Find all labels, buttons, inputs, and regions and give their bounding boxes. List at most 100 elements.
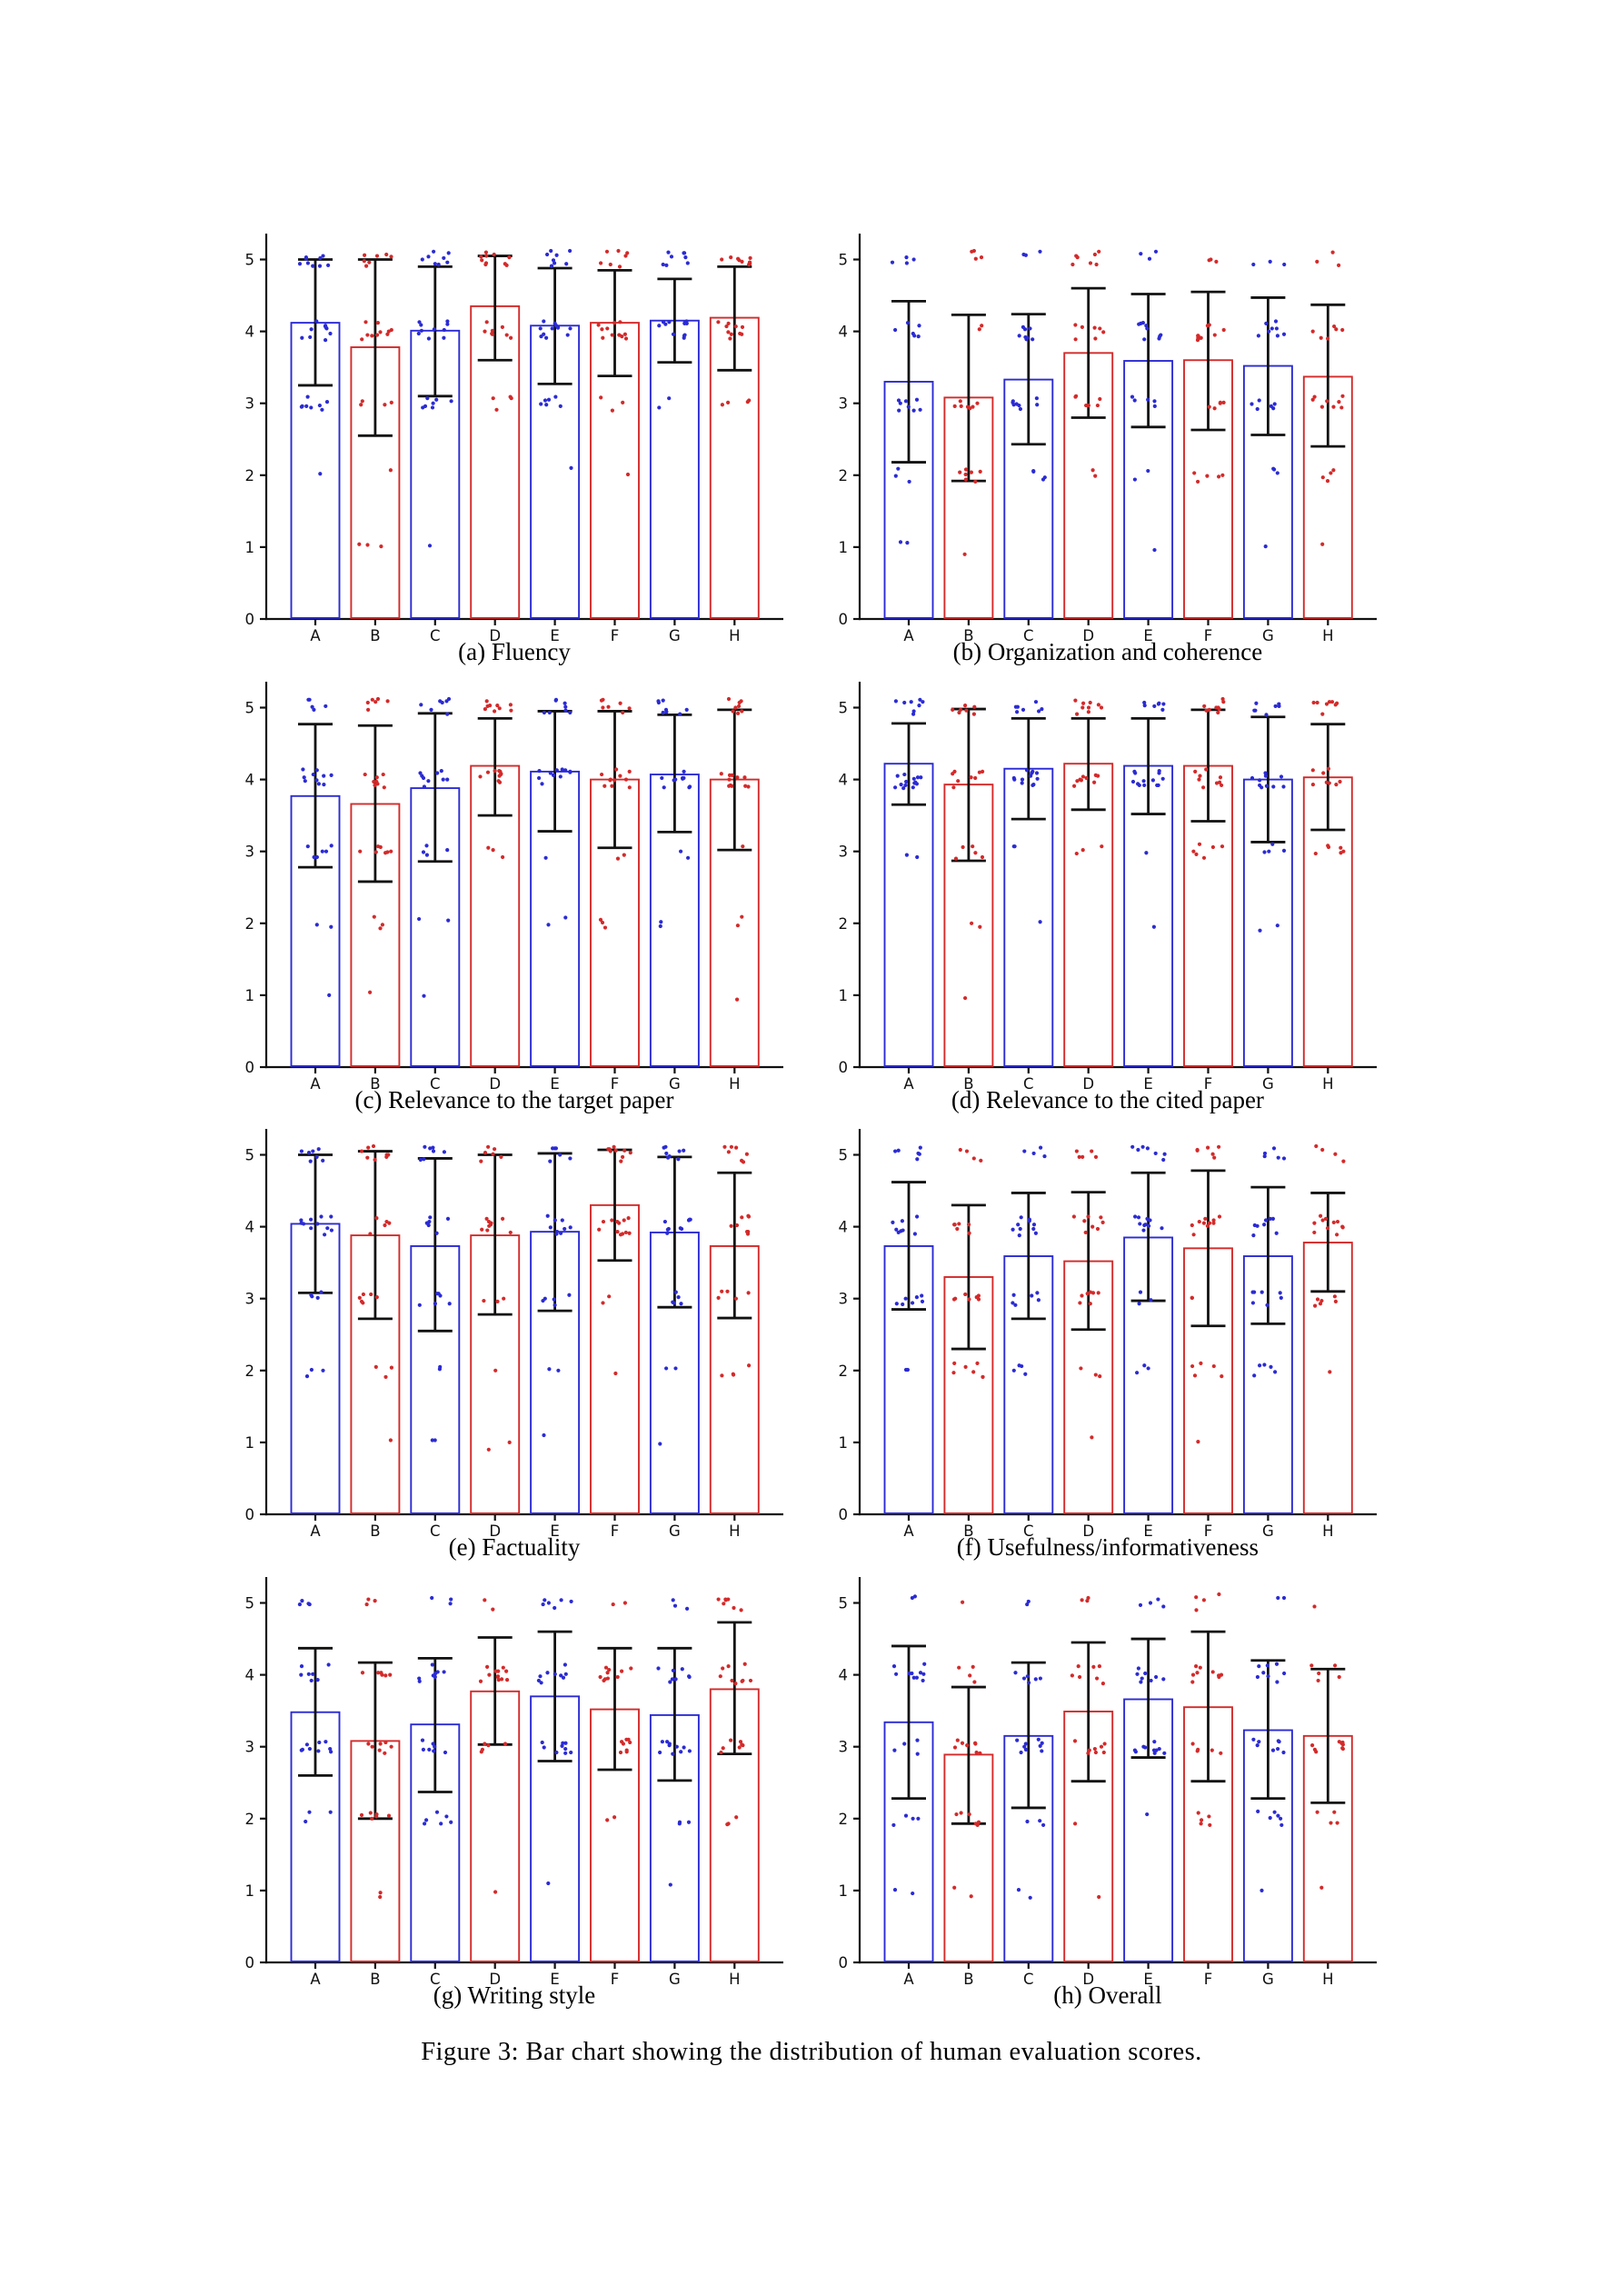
data-point	[1034, 396, 1039, 401]
data-point	[1190, 1742, 1195, 1746]
data-point	[1335, 1821, 1339, 1825]
data-point	[1325, 479, 1329, 484]
x-tick-label: B	[963, 1075, 973, 1093]
data-point	[1096, 1291, 1100, 1295]
data-point	[610, 333, 614, 337]
data-point	[428, 1146, 433, 1151]
data-point	[1139, 252, 1143, 256]
y-tick-label: 5	[838, 1147, 848, 1164]
data-point	[920, 1300, 924, 1304]
data-point	[722, 1144, 727, 1150]
data-point	[1146, 1224, 1151, 1229]
data-point	[539, 1680, 543, 1685]
data-point	[733, 705, 738, 710]
data-point	[500, 325, 504, 330]
data-point	[909, 699, 913, 704]
x-tick-label: A	[903, 1522, 914, 1540]
data-point	[623, 1231, 628, 1235]
data-point	[911, 1675, 916, 1680]
data-point	[951, 1223, 957, 1227]
data-point	[1142, 703, 1147, 708]
data-point	[318, 256, 323, 261]
data-point	[905, 541, 910, 545]
data-point	[360, 1670, 365, 1675]
data-point	[366, 1597, 371, 1602]
data-point	[679, 849, 683, 854]
data-point	[613, 1372, 618, 1376]
x-tick-label: F	[611, 1075, 620, 1093]
data-point	[541, 1299, 545, 1303]
data-point	[419, 323, 423, 327]
data-point	[1079, 778, 1083, 783]
x-tick-label: C	[430, 1522, 441, 1540]
data-point	[1331, 1221, 1336, 1225]
data-point	[545, 1213, 550, 1219]
data-point	[548, 771, 553, 775]
data-point	[445, 1217, 451, 1222]
data-point	[1036, 1737, 1041, 1742]
data-point	[686, 855, 691, 860]
data-point	[620, 1232, 625, 1236]
data-point	[1316, 1678, 1320, 1682]
data-point	[1096, 1894, 1101, 1899]
data-point	[1252, 1223, 1257, 1228]
data-point	[674, 1744, 679, 1749]
data-point	[1270, 466, 1276, 472]
data-point	[324, 1739, 328, 1744]
data-point	[677, 1820, 682, 1824]
data-point	[1141, 337, 1147, 342]
data-point	[553, 698, 558, 703]
data-point	[552, 1297, 556, 1302]
data-point	[615, 856, 621, 861]
data-point	[543, 855, 548, 860]
data-point	[309, 1226, 314, 1231]
data-point	[600, 772, 604, 776]
y-tick-label: 3	[838, 1291, 848, 1308]
data-point	[1138, 1602, 1142, 1607]
data-point	[740, 1215, 744, 1220]
data-point	[895, 774, 900, 778]
data-point	[891, 1822, 896, 1827]
data-point	[326, 264, 331, 268]
data-point	[497, 780, 503, 784]
data-point	[501, 1665, 505, 1670]
data-point	[921, 1672, 926, 1676]
data-point	[601, 335, 605, 341]
data-point	[1019, 1364, 1024, 1369]
data-point	[1085, 1292, 1090, 1296]
x-tick-label: D	[489, 627, 501, 644]
data-point	[358, 849, 363, 854]
data-point	[910, 1671, 914, 1675]
data-point	[1257, 1663, 1261, 1669]
data-point	[1090, 1435, 1094, 1440]
data-point	[620, 1669, 624, 1673]
data-point	[508, 1231, 513, 1235]
data-point	[623, 254, 628, 258]
data-point	[1311, 700, 1316, 704]
data-point	[905, 321, 910, 325]
data-point	[1099, 1215, 1103, 1220]
data-point	[960, 1741, 964, 1745]
data-point	[601, 1220, 606, 1224]
data-point	[306, 1672, 311, 1676]
data-point	[478, 774, 483, 779]
data-point	[605, 1676, 610, 1681]
data-point	[1073, 337, 1078, 342]
data-point	[434, 1810, 440, 1814]
data-point	[722, 1601, 726, 1606]
data-point	[623, 777, 629, 782]
data-point	[618, 1750, 623, 1754]
data-point	[1023, 1747, 1028, 1752]
data-point	[1091, 780, 1097, 784]
data-point	[740, 325, 745, 330]
data-point	[1205, 1145, 1210, 1150]
data-point	[1257, 783, 1262, 787]
data-point	[1334, 782, 1339, 787]
data-point	[916, 334, 921, 339]
data-point	[1040, 1749, 1044, 1753]
data-point	[726, 1663, 731, 1669]
data-point	[972, 775, 978, 780]
data-point	[961, 844, 965, 849]
data-point	[1218, 401, 1222, 405]
data-point	[911, 1816, 915, 1821]
